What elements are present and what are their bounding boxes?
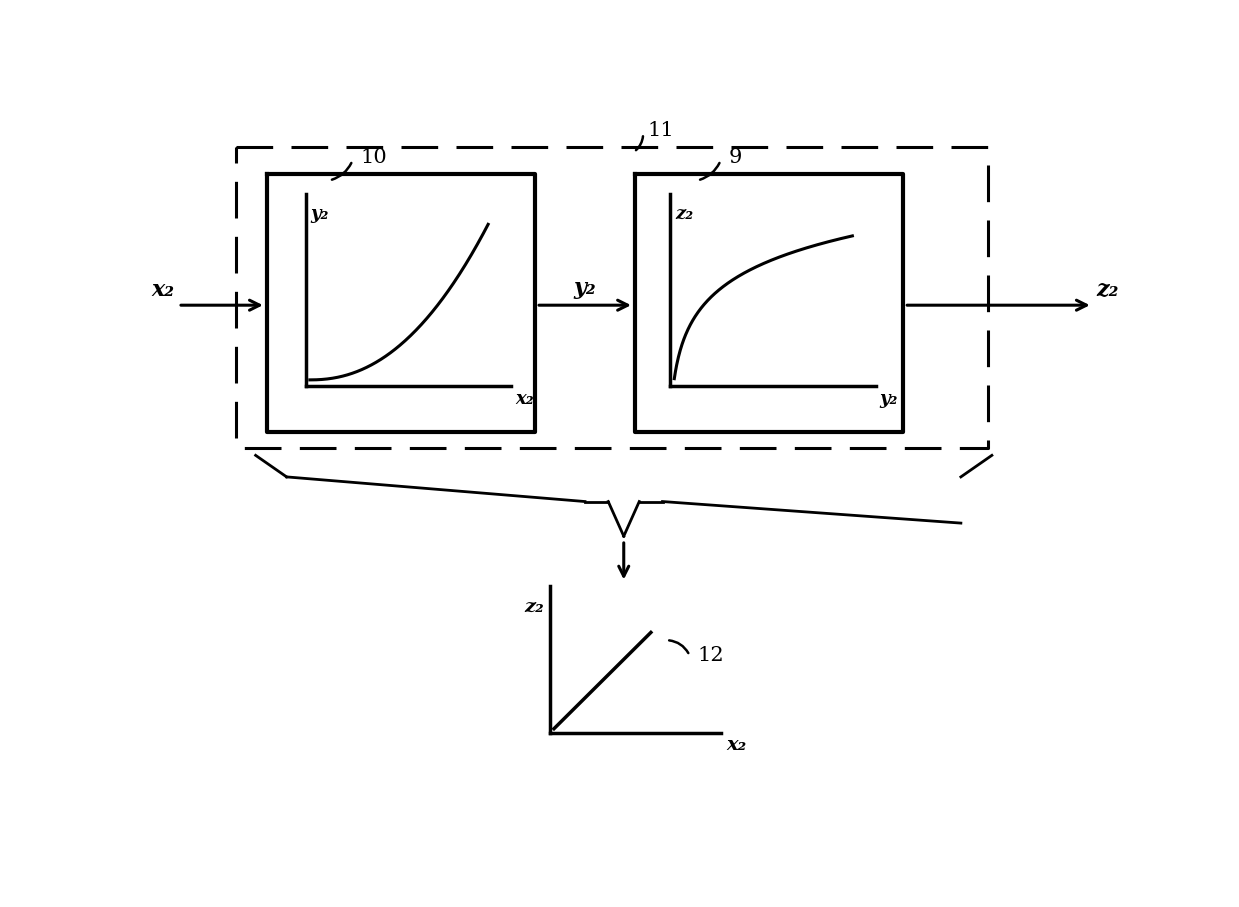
Text: x₂: x₂ [727,736,747,755]
Text: 12: 12 [698,646,724,665]
Text: z₂: z₂ [1097,278,1119,300]
Text: y₂: y₂ [311,205,330,223]
Text: z₂: z₂ [524,598,544,616]
Text: x₂: x₂ [151,278,175,300]
Text: 9: 9 [729,148,742,167]
Text: z₂: z₂ [675,205,693,223]
Text: y₂: y₂ [880,390,898,408]
Text: y₂: y₂ [574,277,596,299]
Text: 10: 10 [361,148,387,167]
Text: 11: 11 [647,121,674,140]
Text: x₂: x₂ [515,390,534,408]
